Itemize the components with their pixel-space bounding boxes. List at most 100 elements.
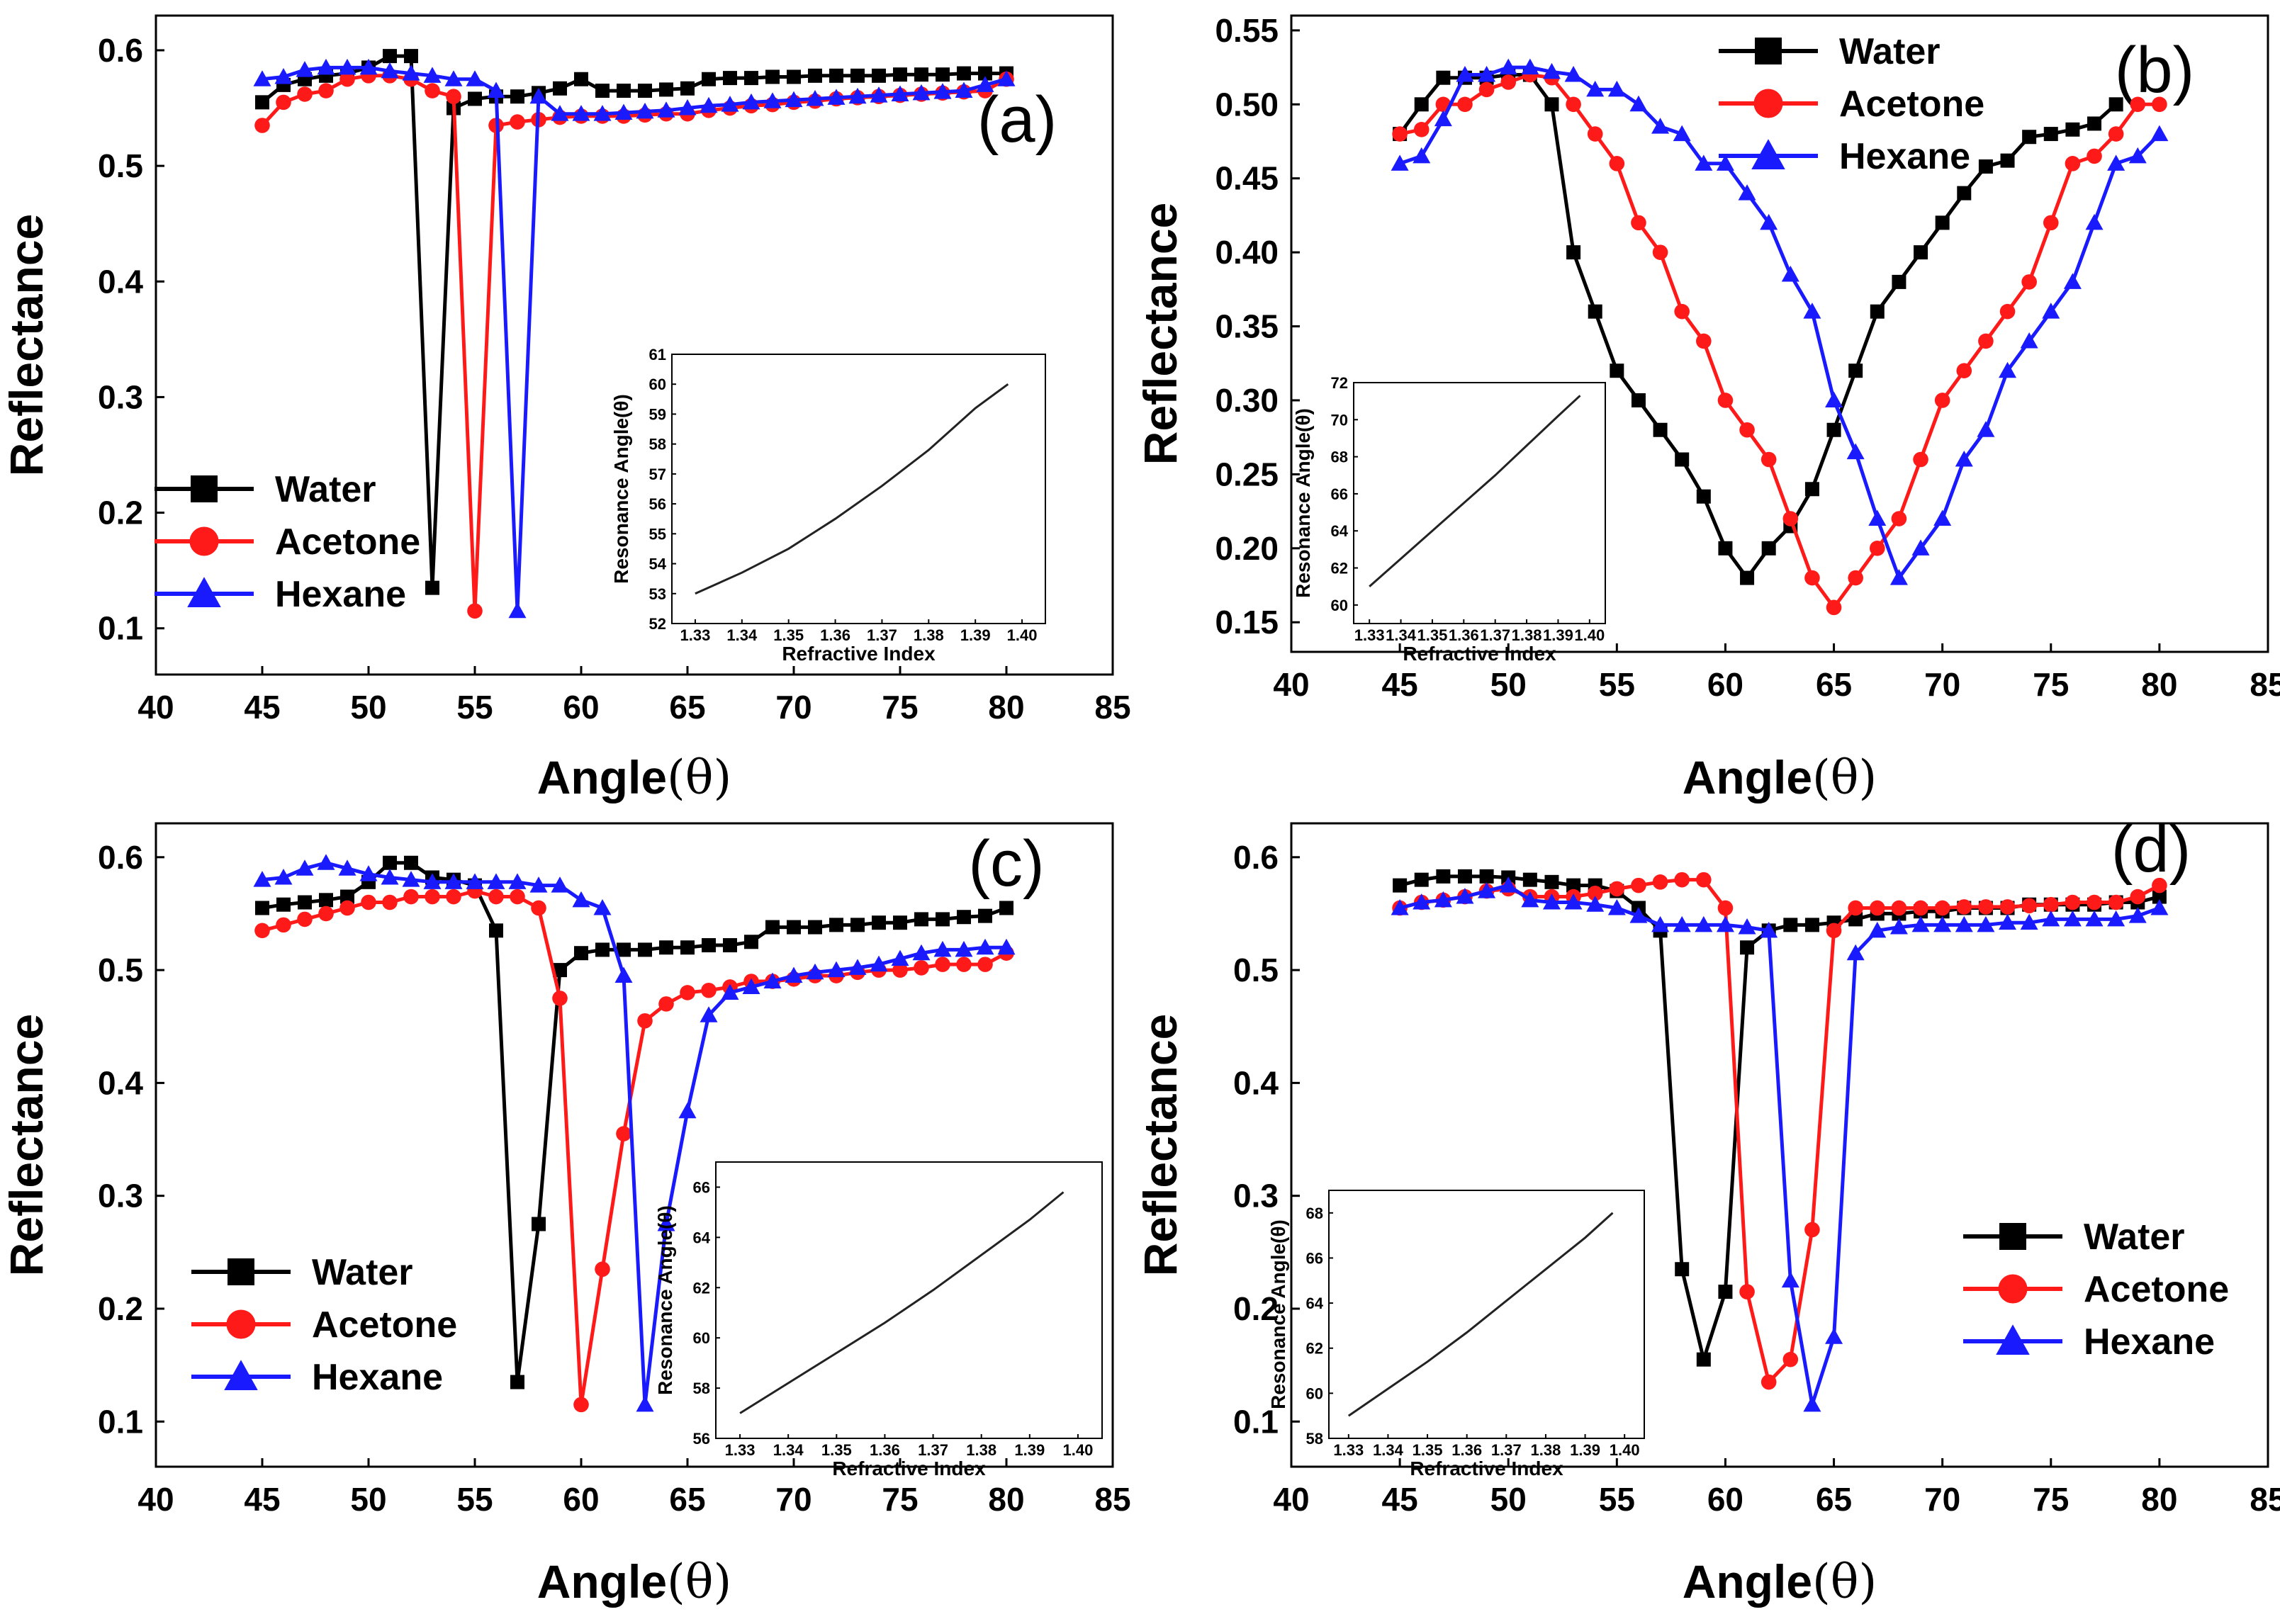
data-point-water [383, 855, 397, 870]
data-point-hexane [508, 873, 527, 889]
inset-y-tick-label: 64 [693, 1229, 711, 1246]
data-point-water [765, 69, 780, 84]
data-point-hexane [1499, 58, 1517, 75]
legend-marker-hexane [224, 1360, 258, 1390]
data-point-hexane [359, 865, 378, 881]
data-point-hexane [466, 873, 484, 889]
x-tick-label: 50 [350, 689, 386, 726]
data-point-hexane [359, 58, 378, 75]
x-tick-label: 85 [2250, 666, 2280, 703]
data-point-water [1892, 274, 1906, 289]
data-point-hexane [551, 876, 569, 893]
inset-x-tick-label: 1.40 [1063, 1441, 1094, 1459]
legend-marker-hexane [187, 577, 221, 607]
data-point-water [532, 1217, 546, 1231]
x-axis-title-word: Angle [537, 751, 667, 803]
data-point-hexane [763, 92, 782, 108]
data-point-water [1631, 393, 1646, 407]
y-tick-label: 0.4 [1233, 1064, 1279, 1101]
data-point-hexane [572, 105, 590, 121]
data-point-water [255, 95, 269, 110]
data-point-hexane [785, 91, 803, 108]
data-point-hexane [1933, 509, 1952, 526]
x-axis-title: Angle(θ) [1683, 1555, 1877, 1609]
legend-label-water: Water [312, 1252, 413, 1293]
data-point-hexane [806, 963, 824, 980]
data-point-water [1566, 245, 1581, 260]
data-point-hexane [2150, 898, 2169, 915]
data-point-water [298, 895, 312, 910]
data-point-acetone [1891, 511, 1907, 526]
data-point-water [957, 66, 971, 81]
y-tick-label: 0.4 [98, 263, 143, 300]
inset-y-tick-label: 58 [649, 436, 666, 453]
y-tick-label: 0.2 [98, 1290, 143, 1327]
data-point-acetone [1760, 1374, 1777, 1390]
inset-x-title: Refractive Index [832, 1457, 986, 1479]
data-point-acetone [552, 991, 568, 1006]
inset-y-tick-label: 60 [1331, 597, 1348, 614]
inset-x-tick-label: 1.36 [1451, 1441, 1482, 1459]
data-point-hexane [912, 84, 931, 101]
x-tick-label: 80 [2141, 666, 2177, 703]
inset-y-tick-label: 53 [649, 585, 666, 603]
data-point-hexane [2042, 910, 2060, 927]
data-point-water [2000, 153, 2015, 168]
x-tick-label: 60 [1707, 666, 1743, 703]
data-point-water [1848, 912, 1863, 927]
series-hexane [1391, 876, 2169, 1412]
inset-curve [1347, 1212, 1614, 1417]
data-point-acetone [1978, 899, 1994, 915]
data-point-water [2108, 97, 2123, 112]
data-point-hexane [976, 938, 994, 955]
data-point-water [914, 67, 928, 82]
data-point-hexane [891, 85, 909, 101]
data-point-acetone [361, 894, 376, 910]
y-tick-label: 0.5 [1233, 952, 1279, 988]
data-point-water [893, 67, 907, 82]
data-point-hexane [2042, 303, 2060, 319]
inset-curve [739, 1191, 1065, 1414]
legend-marker-water [191, 475, 218, 502]
panels: 40 45 50 55 60 65 70 75 80 85 0.1 0.2 0.3 0.4 0.5 0.6 An… [0, 12, 2280, 1609]
data-point-hexane [827, 89, 846, 105]
data-point-hexane [2107, 154, 2125, 171]
data-point-acetone [488, 889, 504, 905]
inset-x-tick-label: 1.33 [1333, 1441, 1364, 1459]
data-point-water [1436, 70, 1451, 85]
data-point-acetone [1978, 333, 1994, 349]
x-axis-title-word: Angle [1683, 1555, 1812, 1608]
x-tick-label: 45 [244, 689, 280, 726]
data-point-acetone [1587, 126, 1603, 142]
x-tick-label: 45 [244, 1481, 280, 1518]
data-point-water [404, 49, 418, 64]
inset-frame [1353, 382, 1606, 624]
data-point-acetone [1631, 877, 1646, 893]
data-point-acetone [1870, 541, 1885, 556]
inset-y-tick-label: 60 [1306, 1385, 1323, 1402]
data-point-acetone [2065, 156, 2081, 171]
data-point-acetone [339, 900, 355, 916]
data-point-hexane [848, 959, 867, 975]
x-tick-label: 60 [563, 1481, 599, 1518]
data-point-hexane [508, 602, 527, 619]
data-point-hexane [317, 58, 335, 75]
inset-x-tick-label: 1.34 [773, 1441, 804, 1459]
data-point-hexane [1933, 915, 1952, 932]
data-point-acetone [254, 118, 270, 133]
data-point-water [893, 915, 907, 930]
data-point-water [2065, 122, 2080, 137]
inset-x-tick-label: 1.38 [1531, 1441, 1561, 1459]
data-point-water [1479, 869, 1494, 884]
data-point-hexane [848, 87, 867, 104]
data-point-hexane [721, 96, 739, 112]
data-point-hexane [2020, 332, 2038, 349]
inset-y-tick-label: 58 [1306, 1430, 1323, 1448]
y-tick-label: 0.6 [98, 32, 143, 69]
data-point-hexane [997, 938, 1016, 955]
data-point-hexane [1391, 154, 1409, 171]
inset-y-title: Resonance Angle(θ) [610, 394, 632, 584]
data-point-hexane [1803, 1395, 1821, 1412]
data-point-acetone [1999, 899, 2016, 915]
y-tick-label: 0.45 [1215, 160, 1279, 197]
